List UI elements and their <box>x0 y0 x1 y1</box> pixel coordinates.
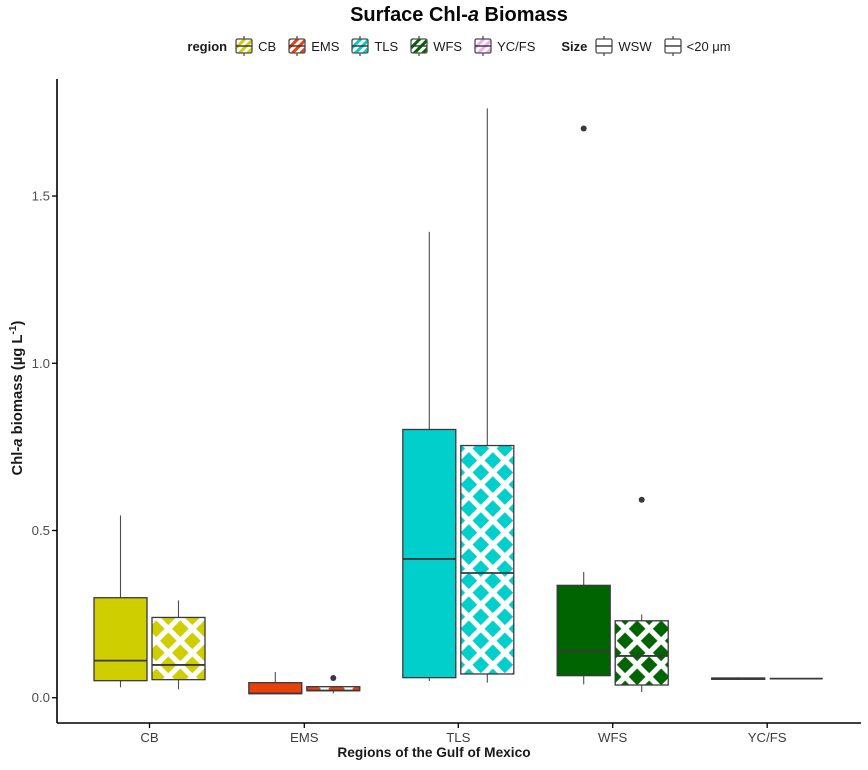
svg-text:WFS: WFS <box>598 730 628 745</box>
svg-text:0.5: 0.5 <box>32 523 50 538</box>
svg-text:0.0: 0.0 <box>32 690 50 705</box>
svg-text:1.5: 1.5 <box>32 189 50 204</box>
svg-text:CB: CB <box>140 730 159 745</box>
svg-text:1.0: 1.0 <box>32 356 50 371</box>
svg-text:TLS: TLS <box>446 730 470 745</box>
svg-text:YC/FS: YC/FS <box>748 730 787 745</box>
svg-text:EMS: EMS <box>290 730 319 745</box>
